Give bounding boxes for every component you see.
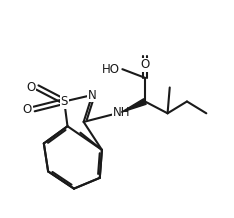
Text: O: O [140,58,150,72]
Polygon shape [121,99,146,112]
Text: N: N [88,89,97,102]
Text: O: O [23,102,32,116]
Text: O: O [26,81,35,94]
Text: NH: NH [113,106,130,119]
Text: S: S [61,95,68,108]
Text: HO: HO [102,63,120,76]
